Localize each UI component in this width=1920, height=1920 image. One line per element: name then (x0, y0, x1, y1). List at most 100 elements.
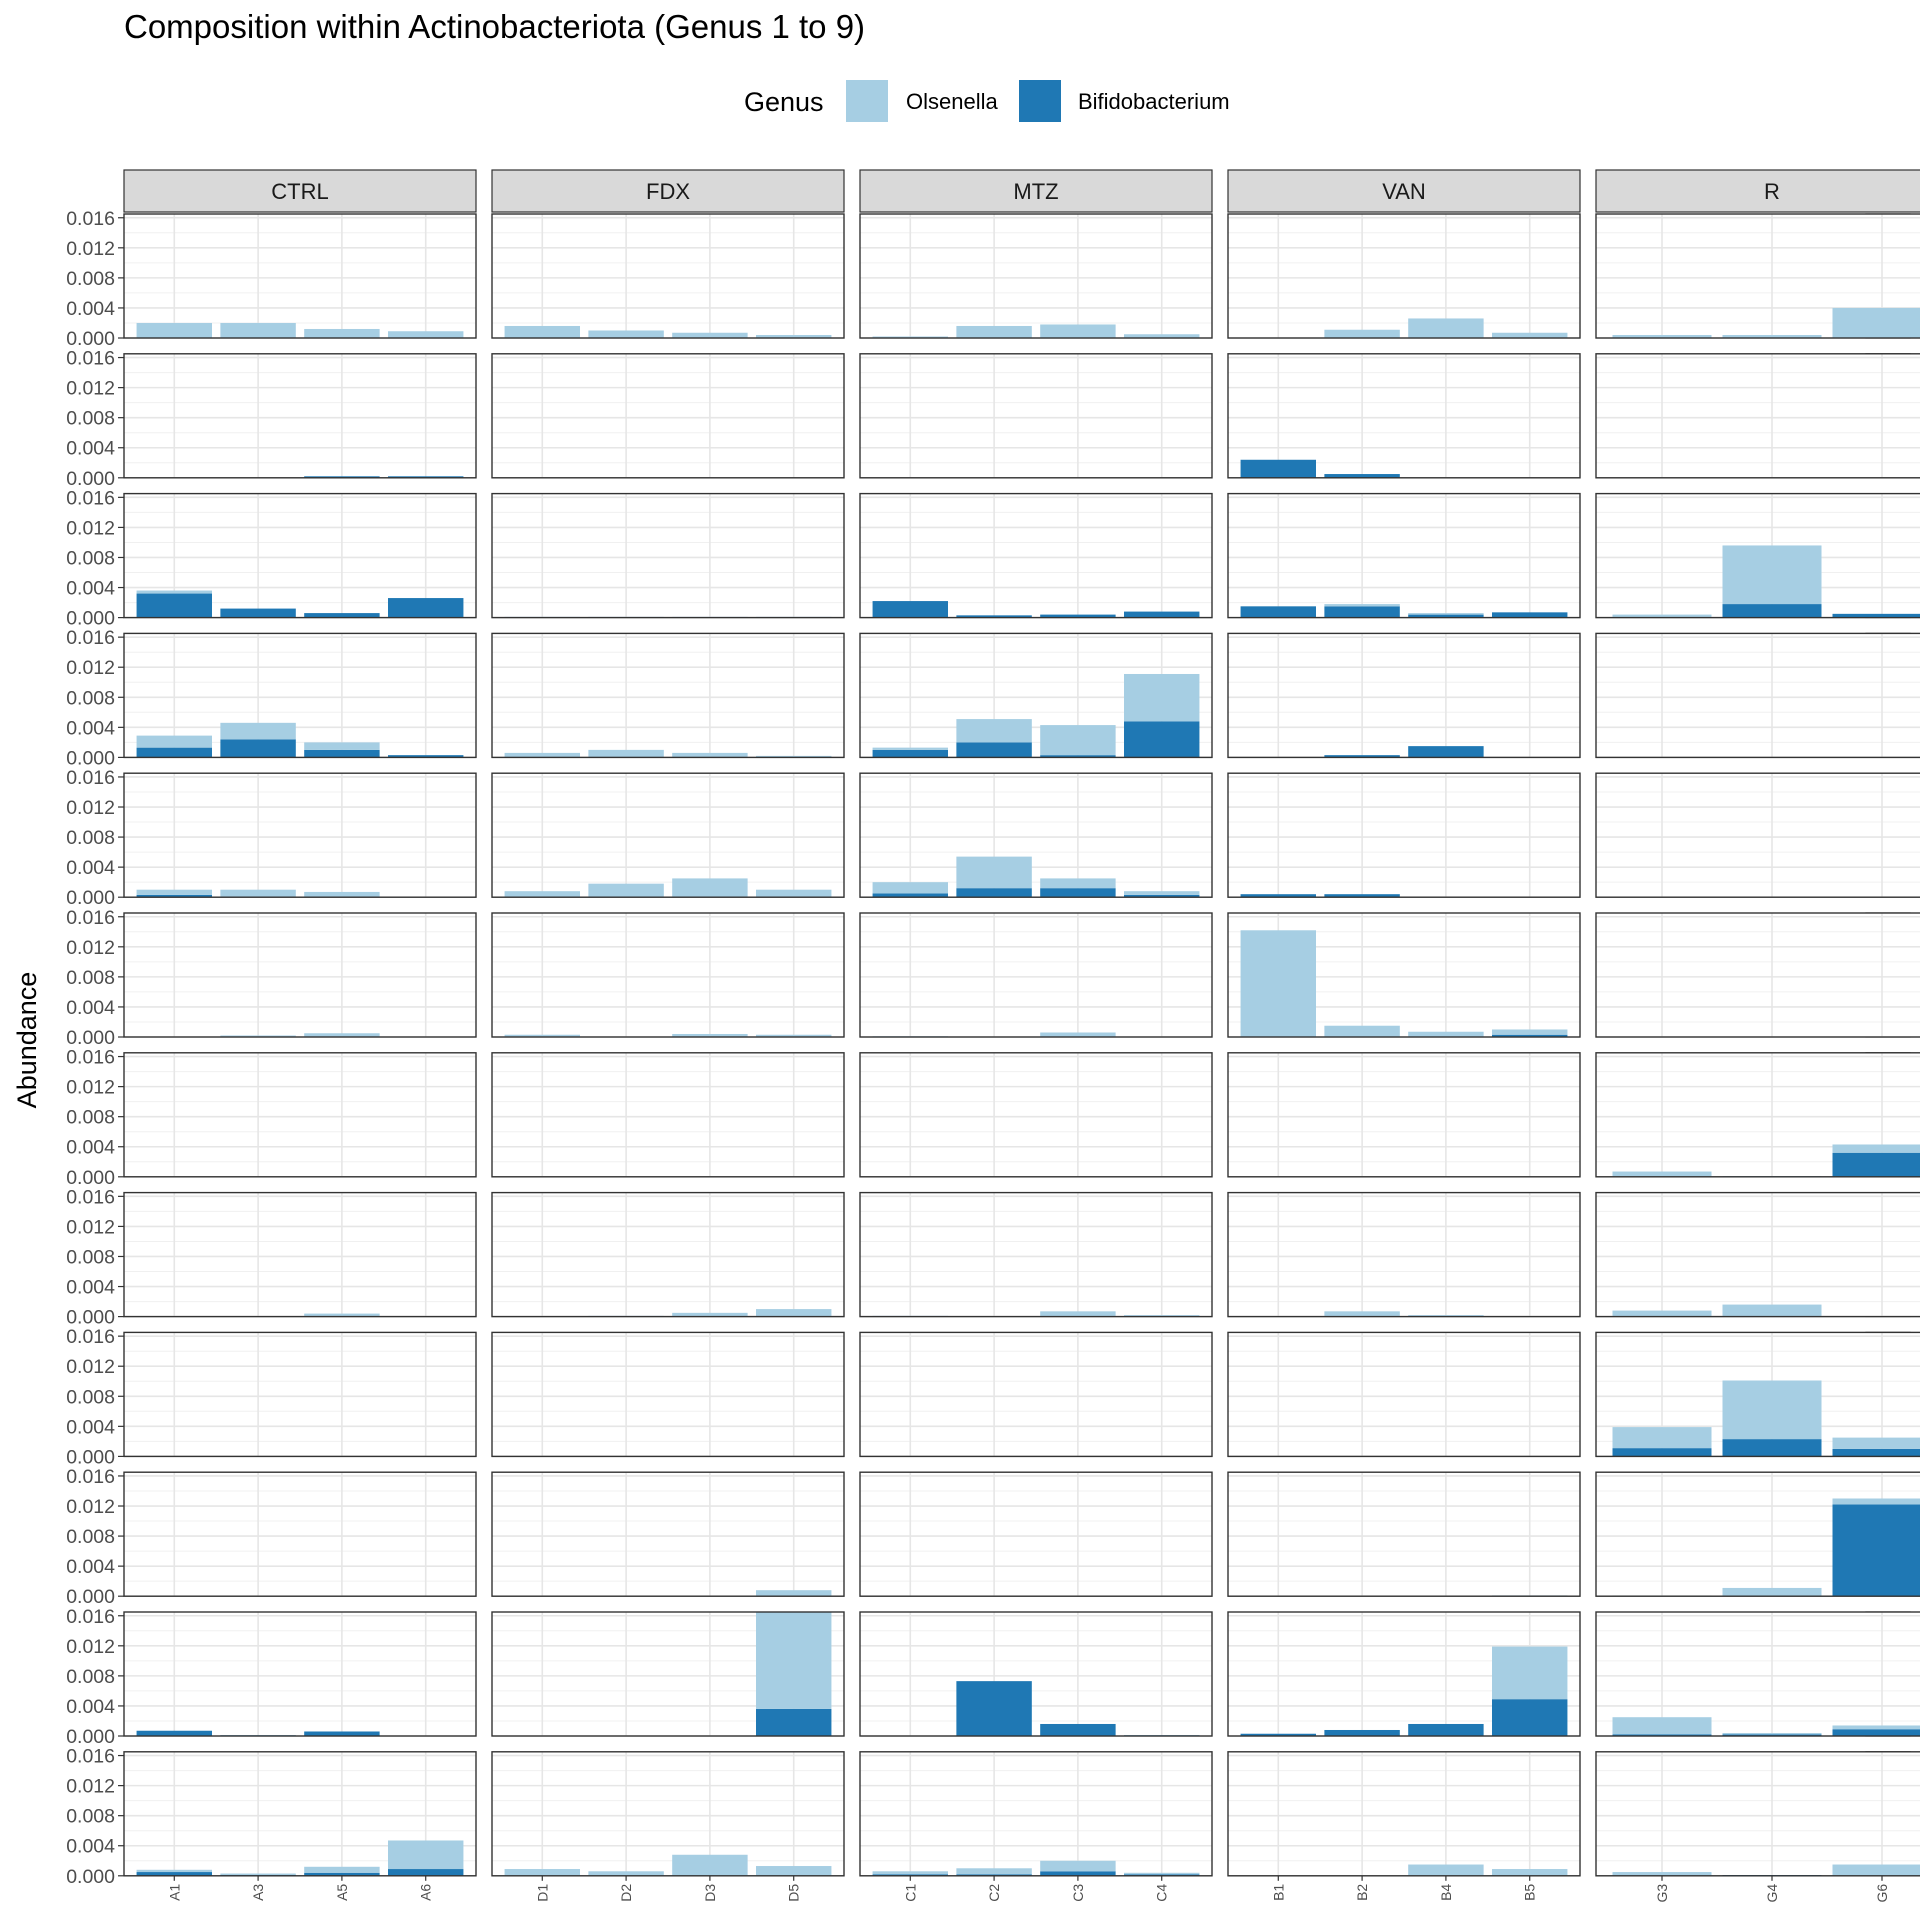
facet-row-d51: D510.0000.0040.0080.0120.016A1A3A5A6D1D2… (66, 1746, 1920, 1902)
y-tick-label: 0.012 (66, 238, 115, 260)
legend-swatch-olsenella (846, 80, 888, 122)
panel-bg (492, 633, 844, 758)
bar-olsenella-a1 (136, 1869, 212, 1873)
bar-olsenella-d2 (588, 1871, 664, 1876)
panel-border (1227, 1052, 1581, 1178)
bar-olsenella-b5 (1492, 1646, 1568, 1700)
panel-ctrl-d51: A1 A3 A5 A6 (123, 1751, 477, 1901)
bar-bifidobacterium-c2 (956, 742, 1032, 758)
y-tick-label: 0.016 (66, 487, 115, 509)
panel-r-d07 (1595, 772, 1920, 899)
x-tick-label-d3: D3 (702, 1884, 718, 1902)
bar-olsenella-d2 (588, 749, 664, 758)
panel-r-d02 (1595, 492, 1920, 619)
panel-bg (860, 1472, 1212, 1597)
bar-olsenella-b5 (1492, 1029, 1568, 1035)
x-tick-label-c2: C2 (986, 1884, 1002, 1902)
y-tick-label: 0.000 (66, 1726, 115, 1748)
panel-border (1595, 912, 1920, 1038)
bar-bifidobacterium-g6 (1832, 1448, 1920, 1457)
panel-van-d39 (1227, 1611, 1581, 1737)
y-tick-label: 0.000 (66, 1866, 115, 1888)
bar-bifidobacterium-c1 (872, 601, 948, 618)
y-tick-label: 0.008 (66, 268, 115, 290)
panel-fdx-d28 (491, 1191, 845, 1318)
panel-bg (1596, 1192, 1920, 1317)
bar-olsenella-c3 (1040, 878, 1116, 889)
panel-mtz-d18 (859, 1052, 1213, 1178)
panel-bg (492, 773, 844, 898)
panel-border (1595, 1331, 1920, 1458)
panel-border (123, 492, 477, 619)
y-tick-label: 0.012 (66, 1496, 115, 1518)
panel-bg (124, 1192, 476, 1317)
bar-olsenella-a1 (136, 590, 212, 594)
bar-olsenella-c2 (956, 719, 1032, 743)
panel-mtz-d07 (859, 772, 1213, 899)
panel-border (1595, 1052, 1920, 1178)
bar-bifidobacterium-g4 (1722, 1734, 1822, 1736)
bar-olsenella-g6 (1832, 1725, 1920, 1730)
bar-bifidobacterium-c2 (956, 615, 1032, 618)
panel-ctrl-d31 (123, 1331, 477, 1458)
bar-olsenella-g4 (1722, 334, 1822, 338)
panel-mtz-d00 (859, 353, 1213, 479)
panel-bg (124, 1472, 476, 1597)
panel-border (859, 1611, 1213, 1737)
panel-border (123, 1331, 477, 1458)
facet-strip-mtz: MTZ (859, 169, 1213, 213)
panel-van-d28 (1227, 1191, 1581, 1318)
bar-olsenella-b4 (1408, 1864, 1484, 1876)
facet-strip-label: CTRL (271, 179, 328, 204)
panel-border (859, 632, 1213, 759)
panel-bg (1228, 1192, 1580, 1317)
bar-olsenella-a5 (304, 328, 380, 338)
y-tick-label: 0.008 (66, 408, 115, 430)
panel-border (1227, 772, 1581, 898)
panel-border (491, 492, 845, 619)
x-tick-label-d2: D2 (618, 1884, 634, 1902)
chart-title: Composition within Actinobacteriota (Gen… (124, 8, 865, 45)
bar-olsenella-c4 (1124, 673, 1200, 722)
bar-olsenella-g4 (1722, 1380, 1822, 1440)
bar-olsenella-g3 (1612, 1310, 1712, 1317)
panel-bg (860, 493, 1212, 618)
panel-border (1595, 492, 1920, 619)
bar-bifidobacterium-b1 (1240, 459, 1316, 478)
panel-border (1595, 772, 1920, 898)
panel-fdx-d39 (491, 1611, 845, 1737)
panel-bg (860, 773, 1212, 898)
bar-olsenella-b4 (1408, 1031, 1484, 1037)
panel-bg (860, 1751, 1212, 1876)
y-tick-label: 0.012 (66, 378, 115, 400)
y-tick-label: 0.012 (66, 1636, 115, 1658)
y-tick-label: 0.008 (66, 1386, 115, 1408)
bar-olsenella-a1 (136, 322, 212, 338)
panel-border (859, 353, 1213, 479)
panel-bg (860, 214, 1212, 338)
panel-border (123, 1611, 477, 1737)
y-tick-label: 0.000 (66, 887, 115, 909)
panel-ctrl-d00 (123, 353, 477, 479)
y-tick-label: 0.008 (66, 967, 115, 989)
bar-bifidobacterium-a1 (136, 593, 212, 618)
facet-strip-r: R (1595, 169, 1920, 213)
panel-border (491, 1052, 845, 1178)
bar-bifidobacterium-a5 (304, 1872, 380, 1876)
y-tick-label: 0.004 (66, 1277, 115, 1299)
panel-border (859, 1052, 1213, 1178)
bar-bifidobacterium-a5 (304, 476, 380, 478)
y-tick-label: 0.008 (66, 827, 115, 849)
bar-olsenella-g3 (1612, 1427, 1712, 1449)
panel-fdx-d14 (491, 912, 845, 1038)
bar-olsenella-b5 (1492, 1869, 1568, 1876)
panel-r-d-6 (1595, 213, 1920, 339)
x-tick-label-d1: D1 (534, 1884, 550, 1902)
bar-olsenella-d5 (756, 1309, 832, 1317)
panel-mtz-d51: C1 C2 C3 C4 (859, 1751, 1213, 1902)
legend-label-bifidobacterium: Bifidobacterium (1078, 89, 1230, 114)
panel-border (1227, 912, 1581, 1038)
panel-van-d18 (1227, 1052, 1581, 1178)
bar-olsenella-g3 (1612, 1717, 1712, 1735)
